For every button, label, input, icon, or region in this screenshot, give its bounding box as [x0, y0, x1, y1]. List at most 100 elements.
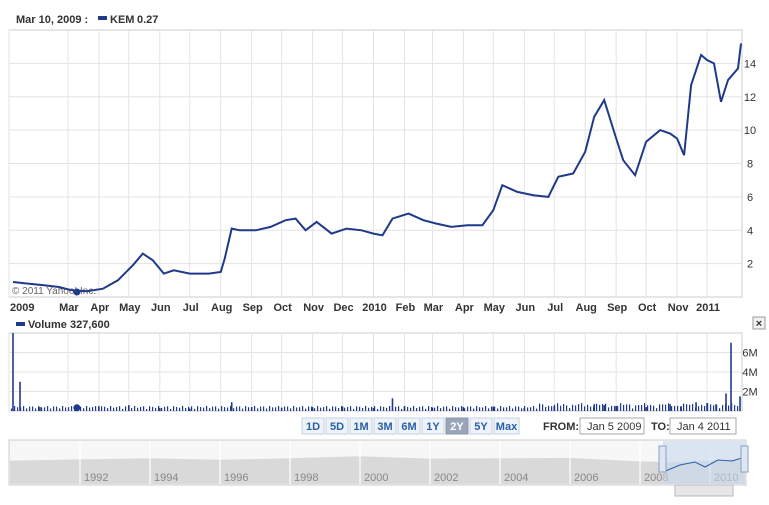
volume-bar — [485, 406, 487, 411]
volume-bar — [632, 408, 634, 411]
zoom-button-label: 1D — [306, 421, 320, 433]
volume-bar — [26, 408, 28, 411]
volume-bar — [230, 402, 233, 411]
volume-bar — [500, 406, 502, 411]
volume-bar — [659, 404, 661, 411]
price-x-tick-label: Apr — [90, 302, 110, 314]
price-x-tick-label: Oct — [638, 302, 657, 314]
navigator-selection[interactable] — [663, 441, 745, 484]
zoom-button-1y[interactable]: 1Y — [421, 417, 445, 435]
navigator-left-handle[interactable] — [658, 445, 667, 473]
volume-bar — [557, 403, 559, 411]
volume-bar — [734, 405, 736, 411]
volume-bar — [218, 408, 220, 411]
from-date-input[interactable] — [579, 417, 645, 435]
close-volume-button[interactable]: × — [752, 316, 766, 330]
price-x-tick-label: Mar — [424, 302, 444, 314]
series-swatch — [98, 16, 107, 20]
zoom-button-max[interactable]: Max — [493, 417, 520, 435]
price-y-axis: 2 4 6 8 10 12 14 — [744, 58, 756, 270]
zoom-button-3m[interactable]: 3M — [373, 417, 397, 435]
volume-bar — [143, 406, 145, 411]
volume-bar — [248, 407, 250, 411]
volume-bar — [83, 408, 85, 411]
navigator-right-handle[interactable] — [740, 445, 749, 473]
volume-bar — [437, 406, 439, 411]
volume-bar — [311, 407, 314, 411]
volume-bar — [146, 408, 148, 411]
volume-bar — [68, 407, 70, 411]
volume-bar — [635, 405, 637, 411]
volume-bar — [706, 403, 708, 411]
volume-bar — [398, 406, 400, 411]
price-header: Mar 10, 2009 : KEM 0.27 — [16, 14, 158, 26]
volume-bar — [155, 407, 157, 411]
volume-bars — [11, 333, 741, 411]
navigator-tick-label: 2004 — [504, 472, 528, 484]
volume-bar — [509, 406, 511, 411]
volume-bar — [698, 406, 700, 411]
volume-bar — [407, 406, 409, 411]
volume-bar — [14, 406, 16, 411]
navigator-tick-label: 1992 — [84, 472, 108, 484]
volume-bar — [32, 406, 34, 411]
volume-bar — [596, 403, 598, 411]
volume-bar — [341, 406, 344, 411]
price-x-tick-label: Jun — [516, 302, 536, 314]
zoom-button-5y[interactable]: 5Y — [469, 417, 493, 435]
volume-bar — [401, 408, 403, 411]
volume-bar — [581, 403, 583, 411]
volume-bar — [620, 403, 622, 411]
volume-bar — [482, 407, 484, 411]
volume-bar — [665, 404, 667, 411]
from-label: FROM: — [543, 421, 579, 433]
volume-bar — [257, 408, 259, 411]
volume-header: Volume 327,600 — [16, 319, 110, 331]
volume-bar — [431, 407, 434, 411]
volume-y-tick-label: 4M — [742, 367, 757, 379]
volume-bar — [44, 407, 46, 411]
volume-bar — [227, 407, 229, 411]
navigator-scroll-thumb[interactable] — [674, 484, 734, 497]
volume-bar — [65, 407, 67, 411]
volume-bar — [305, 408, 307, 411]
zoom-button-1m[interactable]: 1M — [349, 417, 373, 435]
volume-bar — [587, 404, 589, 411]
navigator-tick-label: 2002 — [434, 472, 458, 484]
price-y-tick-label: 8 — [747, 159, 753, 171]
volume-bar — [479, 407, 481, 411]
zoom-button-1d[interactable]: 1D — [301, 417, 325, 435]
from-date-value: Jan 5 2009 — [587, 421, 641, 433]
volume-bar — [686, 404, 688, 411]
volume-bar — [280, 407, 283, 411]
volume-bar — [374, 406, 376, 411]
volume-bar — [458, 407, 460, 411]
volume-bar — [38, 406, 40, 411]
volume-bar — [377, 408, 379, 411]
to-date-input[interactable] — [669, 417, 737, 435]
volume-bar — [599, 404, 601, 411]
zoom-button-5d[interactable]: 5D — [325, 417, 349, 435]
volume-bar — [89, 407, 91, 411]
navigator-area — [10, 456, 745, 484]
price-x-tick-label: 2010 — [362, 302, 386, 314]
zoom-button-2y[interactable]: 2Y — [445, 417, 469, 435]
volume-bar — [47, 406, 49, 411]
zoom-button-6m[interactable]: 6M — [397, 417, 421, 435]
volume-bar — [326, 406, 328, 411]
volume-bar — [416, 407, 418, 411]
volume-bar — [95, 406, 97, 411]
volume-bar — [56, 406, 58, 411]
volume-bar — [539, 403, 541, 411]
volume-bar — [692, 403, 694, 411]
volume-bar — [209, 408, 211, 411]
volume-bar — [233, 408, 235, 411]
volume-bar — [503, 407, 505, 411]
volume-bar — [569, 408, 571, 411]
volume-bar — [713, 405, 715, 411]
volume-bar — [356, 406, 358, 411]
close-icon: × — [756, 318, 762, 330]
to-label: TO: — [651, 421, 670, 433]
volume-bar — [617, 405, 619, 411]
zoom-button-label: Max — [496, 421, 518, 433]
